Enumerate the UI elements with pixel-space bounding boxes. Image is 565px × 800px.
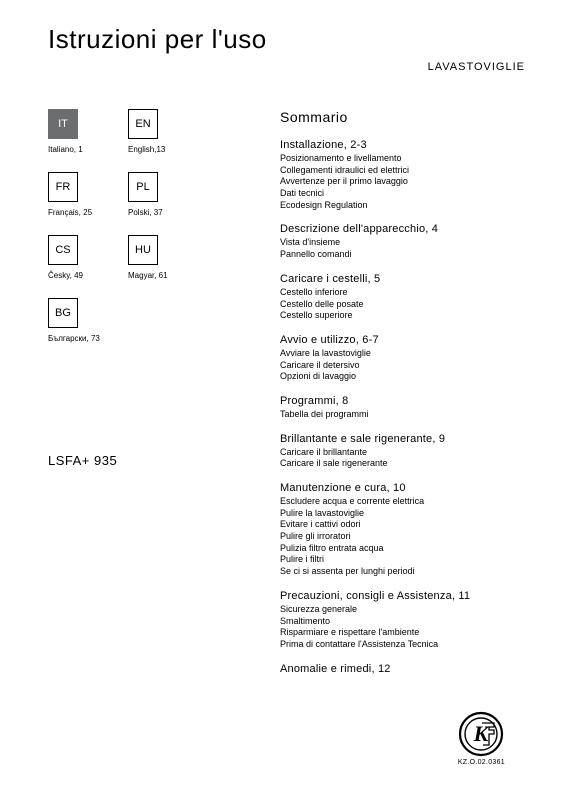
language-code-box: HU [128,235,158,265]
language-code-box: EN [128,109,158,139]
toc-section-item: Vista d'insieme [280,237,525,249]
language-code-box: FR [48,172,78,202]
toc-section: Anomalie e rimedi, 12 [280,663,525,675]
language-code-box: IT [48,109,78,139]
product-type-label: LAVASTOVIGLIE [48,61,525,73]
toc-section-heading: Installazione, 2-3 [280,139,525,151]
language-code-box: PL [128,172,158,202]
language-code-box: CS [48,235,78,265]
svg-text:K: K [472,721,489,746]
toc-section-heading: Descrizione dell'apparecchio, 4 [280,223,525,235]
language-item-bg[interactable]: BG Български, 73 [48,298,96,343]
toc-section-heading: Precauzioni, consigli e Assistenza, 11 [280,590,525,602]
toc-section: Descrizione dell'apparecchio, 4 Vista d'i… [280,223,525,260]
toc-section-item: Opzioni di lavaggio [280,371,525,383]
toc-section-heading: Brillantante e sale rigenerante, 9 [280,433,525,445]
toc-section-item: Evitare i cattivi odori [280,519,525,531]
toc-section: Caricare i cestelli, 5 Cestello inferiore… [280,273,525,322]
toc-section-item: Sicurezza generale [280,604,525,616]
toc-section-item: Caricare il sale rigenerante [280,458,525,470]
cert-code: KZ.O.02.0361 [458,759,505,766]
language-item-hu[interactable]: HU Magyar, 61 [128,235,176,280]
summary-heading: Sommario [280,109,525,125]
language-label: Français, 25 [48,208,96,217]
language-item-fr[interactable]: FR Français, 25 [48,172,96,217]
language-code-box: BG [48,298,78,328]
toc-section-item: Cestello superiore [280,310,525,322]
toc-section-item: Caricare il detersivo [280,360,525,372]
toc-section-item: Pulizia filtro entrata acqua [280,543,525,555]
toc-section-item: Cestello delle posate [280,299,525,311]
language-label: Polski, 37 [128,208,176,217]
toc-section-item: Posizionamento e livellamento [280,153,525,165]
toc-section-item: Risparmiare e rispettare l'ambiente [280,627,525,639]
toc-sections: Installazione, 2-3 Posizionamento e livel… [280,139,525,675]
toc-section-item: Pulire gli irroratori [280,531,525,543]
model-number: LSFA+ 935 [48,453,240,468]
toc-section-heading: Anomalie e rimedi, 12 [280,663,525,675]
toc-section-heading: Programmi, 8 [280,395,525,407]
language-label: Česky, 49 [48,271,96,280]
toc-section-item: Smaltimento [280,616,525,628]
language-label: Italiano, 1 [48,145,96,154]
toc-section-item: Dati tecnici [280,188,525,200]
toc-section: Precauzioni, consigli e Assistenza, 11 Si… [280,590,525,651]
toc-section-item: Se ci si assenta per lunghi periodi [280,566,525,578]
toc-section-heading: Caricare i cestelli, 5 [280,273,525,285]
toc-section: Manutenzione e cura, 10 Escludere acqua e… [280,482,525,578]
toc-section-item: Pulire i filtri [280,554,525,566]
certification-mark: K KZ.O.02.0361 [458,711,505,766]
language-item-pl[interactable]: PL Polski, 37 [128,172,176,217]
language-grid: IT Italiano, 1 EN English,13 FR Français, 25 P… [48,109,240,343]
toc-section-item: Cestello inferiore [280,287,525,299]
toc-section: Installazione, 2-3 Posizionamento e livel… [280,139,525,211]
toc-section-item: Tabella dei programmi [280,409,525,421]
language-label: Magyar, 61 [128,271,176,280]
toc-section: Avvio e utilizzo, 6-7 Avviare la lavastov… [280,334,525,383]
toc-section-item: Pulire la lavastoviglie [280,508,525,520]
language-item-en[interactable]: EN English,13 [128,109,176,154]
language-label: Български, 73 [48,334,96,343]
main-columns: IT Italiano, 1 EN English,13 FR Français, 25 P… [48,109,525,687]
toc-section-item: Pannello comandi [280,249,525,261]
toc-section-item: Avviare la lavastoviglie [280,348,525,360]
document-title: Istruzioni per l'uso [48,24,525,55]
toc-section: Brillantante e sale rigenerante, 9 Carica… [280,433,525,470]
language-item-cs[interactable]: CS Česky, 49 [48,235,96,280]
toc-section-item: Avvertenze per il primo lavaggio [280,176,525,188]
toc-section-item: Caricare il brillantante [280,447,525,459]
toc-section-item: Escludere acqua e corrente elettrica [280,496,525,508]
right-column: Sommario Installazione, 2-3 Posizionament… [280,109,525,687]
toc-section-item: Prima di contattare l'Assistenza Tecnica [280,639,525,651]
language-item-it[interactable]: IT Italiano, 1 [48,109,96,154]
toc-section-heading: Manutenzione e cura, 10 [280,482,525,494]
toc-section-item: Ecodesign Regulation [280,200,525,212]
left-column: IT Italiano, 1 EN English,13 FR Français, 25 P… [48,109,240,687]
language-label: English,13 [128,145,176,154]
toc-section-item: Collegamenti idraulici ed elettrici [280,165,525,177]
cert-icon: K [458,711,504,757]
toc-section-heading: Avvio e utilizzo, 6-7 [280,334,525,346]
toc-section: Programmi, 8 Tabella dei programmi [280,395,525,421]
